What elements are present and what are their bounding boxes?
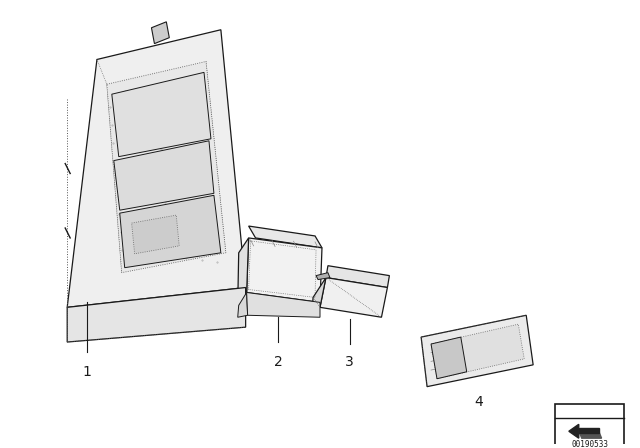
- Text: 3: 3: [346, 355, 354, 369]
- Polygon shape: [120, 195, 221, 267]
- Polygon shape: [421, 315, 533, 387]
- Text: 00190533: 00190533: [571, 440, 608, 448]
- Polygon shape: [112, 73, 211, 157]
- Polygon shape: [246, 293, 320, 317]
- Polygon shape: [246, 238, 322, 302]
- Polygon shape: [569, 424, 579, 438]
- Polygon shape: [67, 30, 246, 307]
- Polygon shape: [114, 141, 214, 210]
- Polygon shape: [431, 337, 467, 379]
- Text: 1: 1: [83, 365, 92, 379]
- Text: 4: 4: [474, 395, 483, 409]
- Polygon shape: [579, 428, 598, 433]
- Polygon shape: [431, 324, 524, 379]
- Polygon shape: [248, 226, 322, 248]
- Text: 2: 2: [274, 355, 283, 369]
- Bar: [555, 405, 625, 448]
- Polygon shape: [132, 215, 179, 254]
- Polygon shape: [326, 266, 389, 288]
- Polygon shape: [237, 293, 248, 317]
- Polygon shape: [316, 273, 330, 280]
- Polygon shape: [107, 61, 226, 273]
- Polygon shape: [237, 238, 248, 306]
- Polygon shape: [320, 278, 387, 317]
- Polygon shape: [152, 22, 170, 43]
- Polygon shape: [67, 288, 246, 342]
- Polygon shape: [580, 433, 602, 438]
- Polygon shape: [312, 278, 326, 312]
